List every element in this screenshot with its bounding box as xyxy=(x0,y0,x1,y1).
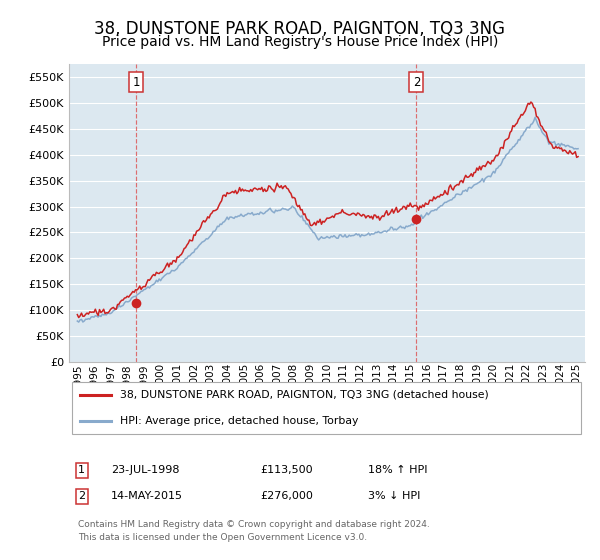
Text: £113,500: £113,500 xyxy=(260,465,313,475)
FancyBboxPatch shape xyxy=(71,382,581,433)
Text: 1: 1 xyxy=(133,76,140,88)
Text: 2: 2 xyxy=(413,76,420,88)
Text: 23-JUL-1998: 23-JUL-1998 xyxy=(112,465,180,475)
Text: 2: 2 xyxy=(78,491,85,501)
Text: 38, DUNSTONE PARK ROAD, PAIGNTON, TQ3 3NG: 38, DUNSTONE PARK ROAD, PAIGNTON, TQ3 3N… xyxy=(95,20,505,38)
Text: 38, DUNSTONE PARK ROAD, PAIGNTON, TQ3 3NG (detached house): 38, DUNSTONE PARK ROAD, PAIGNTON, TQ3 3N… xyxy=(119,390,488,400)
Text: Price paid vs. HM Land Registry's House Price Index (HPI): Price paid vs. HM Land Registry's House … xyxy=(102,35,498,49)
Text: 18% ↑ HPI: 18% ↑ HPI xyxy=(368,465,428,475)
Text: 3% ↓ HPI: 3% ↓ HPI xyxy=(368,491,421,501)
Text: Contains HM Land Registry data © Crown copyright and database right 2024.
This d: Contains HM Land Registry data © Crown c… xyxy=(78,520,430,542)
Text: 1: 1 xyxy=(78,465,85,475)
Text: HPI: Average price, detached house, Torbay: HPI: Average price, detached house, Torb… xyxy=(119,416,358,426)
Text: 14-MAY-2015: 14-MAY-2015 xyxy=(112,491,184,501)
Text: £276,000: £276,000 xyxy=(260,491,313,501)
